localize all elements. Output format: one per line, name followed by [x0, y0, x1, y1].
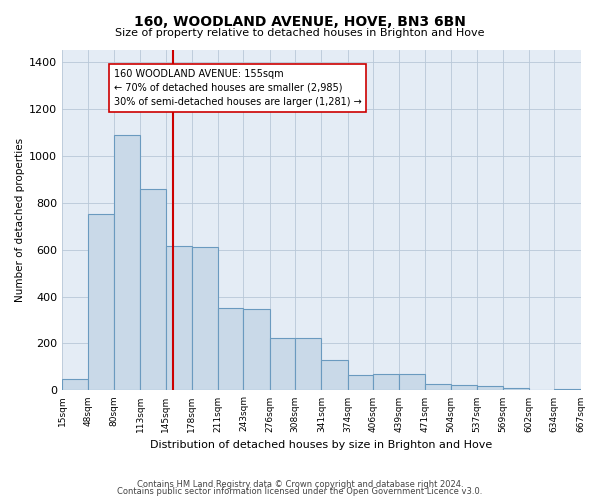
Bar: [554, 388, 581, 390]
Text: Contains public sector information licensed under the Open Government Licence v3: Contains public sector information licen…: [118, 487, 482, 496]
Bar: [244, 310, 269, 390]
Text: 160 WOODLAND AVENUE: 155sqm
← 70% of detached houses are smaller (2,985)
30% of : 160 WOODLAND AVENUE: 155sqm ← 70% of det…: [114, 69, 362, 107]
Bar: [166, 246, 192, 390]
Bar: [114, 134, 140, 390]
Text: Contains HM Land Registry data © Crown copyright and database right 2024.: Contains HM Land Registry data © Crown c…: [137, 480, 463, 489]
Y-axis label: Number of detached properties: Number of detached properties: [15, 138, 25, 302]
Bar: [373, 374, 399, 390]
Bar: [477, 386, 503, 390]
Bar: [88, 214, 114, 390]
Bar: [295, 338, 322, 390]
Bar: [347, 375, 373, 390]
Bar: [503, 388, 529, 390]
Bar: [62, 378, 88, 390]
Bar: [192, 247, 218, 390]
Bar: [218, 308, 244, 390]
Bar: [451, 384, 477, 390]
Bar: [425, 384, 451, 390]
Bar: [399, 374, 425, 390]
Text: Size of property relative to detached houses in Brighton and Hove: Size of property relative to detached ho…: [115, 28, 485, 38]
Text: 160, WOODLAND AVENUE, HOVE, BN3 6BN: 160, WOODLAND AVENUE, HOVE, BN3 6BN: [134, 15, 466, 29]
X-axis label: Distribution of detached houses by size in Brighton and Hove: Distribution of detached houses by size …: [150, 440, 493, 450]
Bar: [269, 338, 295, 390]
Bar: [322, 360, 347, 390]
Bar: [140, 188, 166, 390]
